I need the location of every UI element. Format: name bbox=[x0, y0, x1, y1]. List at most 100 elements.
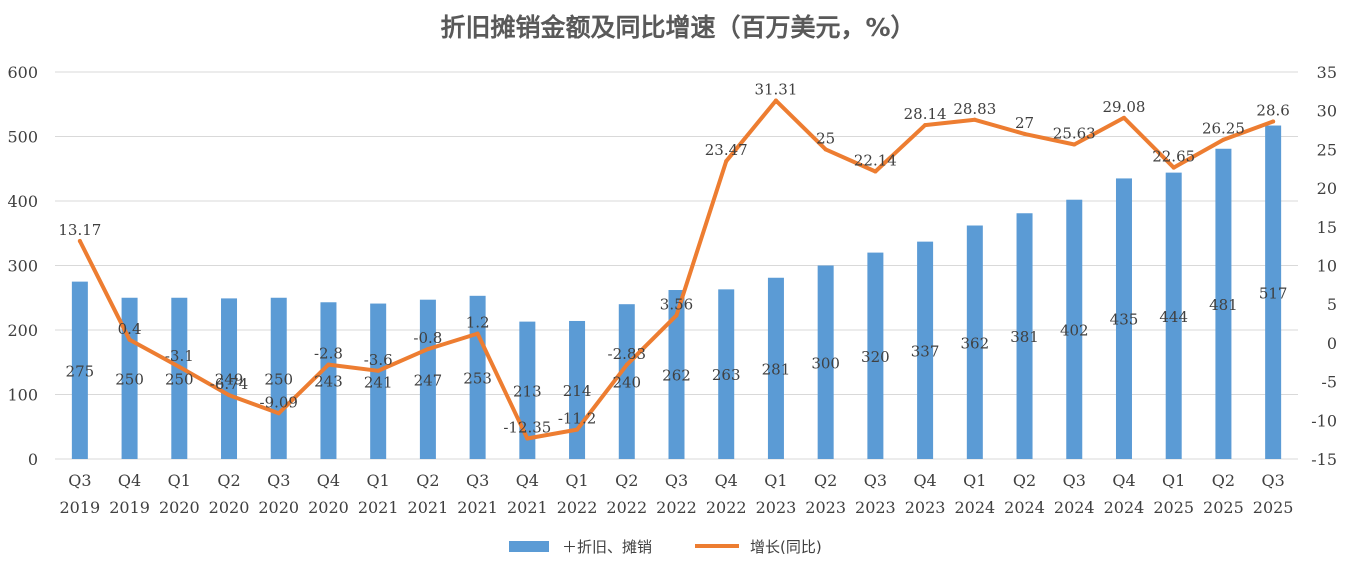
line-data-label: -6.74 bbox=[210, 375, 248, 393]
x-tick-quarter: Q3 bbox=[68, 471, 91, 490]
bar-data-label: 253 bbox=[463, 369, 492, 387]
y-right-tick-label: -15 bbox=[1311, 450, 1337, 469]
bar-data-label: 249 bbox=[215, 371, 244, 389]
legend-line-label: 增长(同比) bbox=[750, 538, 822, 556]
line-data-label: -2.8 bbox=[314, 345, 343, 363]
x-tick-quarter: Q1 bbox=[963, 471, 986, 490]
line-point bbox=[475, 331, 480, 336]
bar bbox=[718, 289, 735, 459]
line-point bbox=[972, 117, 977, 122]
y-right-tick-label: 0 bbox=[1327, 334, 1337, 353]
x-tick-quarter: Q1 bbox=[764, 471, 787, 490]
line-data-label: -3.6 bbox=[364, 351, 393, 369]
y-right-tick-label: -10 bbox=[1311, 411, 1337, 430]
x-tick-quarter: Q1 bbox=[168, 471, 191, 490]
bar bbox=[767, 277, 784, 459]
x-tick-year: 2021 bbox=[457, 498, 498, 517]
x-tick-year: 2025 bbox=[1153, 498, 1194, 517]
x-tick-year: 2023 bbox=[756, 498, 797, 517]
y-left-tick-label: 400 bbox=[7, 192, 38, 211]
line-point bbox=[1121, 115, 1126, 120]
line-data-label: 28.83 bbox=[953, 100, 996, 118]
y-left-tick-label: 600 bbox=[7, 63, 38, 82]
x-tick-quarter: Q3 bbox=[466, 471, 489, 490]
line-data-label: 0.4 bbox=[118, 320, 142, 338]
line-series bbox=[77, 98, 1276, 441]
y-right-tick-label: 15 bbox=[1317, 218, 1337, 237]
x-tick-quarter: Q2 bbox=[1013, 471, 1036, 490]
line-data-label: -12.35 bbox=[503, 418, 551, 436]
x-tick-quarter: Q4 bbox=[913, 471, 936, 490]
bar-data-label: 281 bbox=[762, 360, 791, 378]
y-right-tick-label: -5 bbox=[1321, 373, 1337, 392]
bar bbox=[867, 252, 884, 459]
x-tick-year: 2019 bbox=[109, 498, 150, 517]
bar bbox=[966, 225, 983, 459]
line-data-label: -3.1 bbox=[165, 347, 194, 365]
line-point bbox=[177, 364, 182, 369]
bar bbox=[121, 297, 138, 459]
bar-data-label: 435 bbox=[1110, 311, 1139, 329]
x-tick-quarter: Q4 bbox=[317, 471, 340, 490]
y-right-tick-label: 25 bbox=[1317, 140, 1337, 159]
line-point bbox=[624, 362, 629, 367]
legend: ＋折旧、摊销 增长(同比) bbox=[509, 538, 822, 556]
x-tick-year: 2021 bbox=[358, 498, 399, 517]
x-tick-quarter: Q3 bbox=[1063, 471, 1086, 490]
line-point bbox=[276, 411, 281, 416]
bar-data-label: 300 bbox=[811, 354, 840, 372]
line-point bbox=[425, 347, 430, 352]
x-tick-year: 2025 bbox=[1203, 498, 1244, 517]
x-tick-year: 2024 bbox=[1104, 498, 1145, 517]
x-tick-year: 2024 bbox=[954, 498, 995, 517]
x-tick-year: 2020 bbox=[159, 498, 200, 517]
bar-data-label: 250 bbox=[165, 370, 194, 388]
x-tick-quarter: Q3 bbox=[864, 471, 887, 490]
bar-data-label: 402 bbox=[1060, 321, 1089, 339]
bar bbox=[171, 297, 188, 459]
bar-data-label: 214 bbox=[563, 382, 592, 400]
y-right-tick-label: 5 bbox=[1327, 295, 1337, 314]
x-tick-quarter: Q2 bbox=[814, 471, 837, 490]
line-point bbox=[674, 313, 679, 318]
bar bbox=[519, 321, 536, 459]
bar bbox=[1215, 148, 1232, 459]
line-point bbox=[575, 427, 580, 432]
line-point bbox=[873, 169, 878, 174]
bar-data-label: 381 bbox=[1010, 328, 1039, 346]
bar-data-label: 517 bbox=[1259, 284, 1288, 302]
x-tick-year: 2023 bbox=[805, 498, 846, 517]
line-data-label: 22.65 bbox=[1152, 148, 1195, 166]
line-data-label: 22.14 bbox=[854, 152, 897, 170]
y-axis-left: 0 100 200 300 400 500 600 bbox=[7, 63, 38, 469]
x-tick-quarter: Q3 bbox=[267, 471, 290, 490]
line-point bbox=[773, 98, 778, 103]
bar-data-label: 262 bbox=[662, 367, 691, 385]
x-tick-year: 2021 bbox=[507, 498, 548, 517]
x-tick-year: 2020 bbox=[209, 498, 250, 517]
bar-data-labels: 275 250 250 249 250 243 241 247 253 213 214 240 262 2… bbox=[66, 284, 1288, 400]
x-tick-quarter: Q4 bbox=[1112, 471, 1135, 490]
line-point bbox=[823, 147, 828, 152]
x-tick-quarter: Q4 bbox=[516, 471, 539, 490]
line-point bbox=[923, 123, 928, 128]
x-tick-quarter: Q4 bbox=[118, 471, 141, 490]
x-tick-quarter: Q1 bbox=[367, 471, 390, 490]
x-tick-quarter: Q3 bbox=[665, 471, 688, 490]
x-tick-quarter: Q2 bbox=[217, 471, 240, 490]
x-tick-year: 2024 bbox=[1004, 498, 1045, 517]
line-data-label: 13.17 bbox=[58, 221, 101, 239]
line-data-label: 27 bbox=[1015, 114, 1034, 132]
y-right-tick-label: 20 bbox=[1317, 179, 1337, 198]
x-tick-year: 2020 bbox=[258, 498, 299, 517]
y-right-tick-label: 10 bbox=[1317, 257, 1337, 276]
bar-data-label: 320 bbox=[861, 348, 890, 366]
line-point bbox=[1072, 142, 1077, 147]
bar bbox=[419, 299, 436, 459]
line-data-label: 23.47 bbox=[705, 141, 748, 159]
x-tick-quarter: Q1 bbox=[1162, 471, 1185, 490]
line-data-label: -11.2 bbox=[558, 410, 596, 428]
x-tick-quarter: Q4 bbox=[715, 471, 738, 490]
line-data-label: 31.31 bbox=[754, 81, 797, 99]
line-data-labels: 13.17 0.4 -3.1 -6.74 -9.09 -2.8 -3.6 -0.8 1.2 -12… bbox=[58, 81, 1289, 437]
